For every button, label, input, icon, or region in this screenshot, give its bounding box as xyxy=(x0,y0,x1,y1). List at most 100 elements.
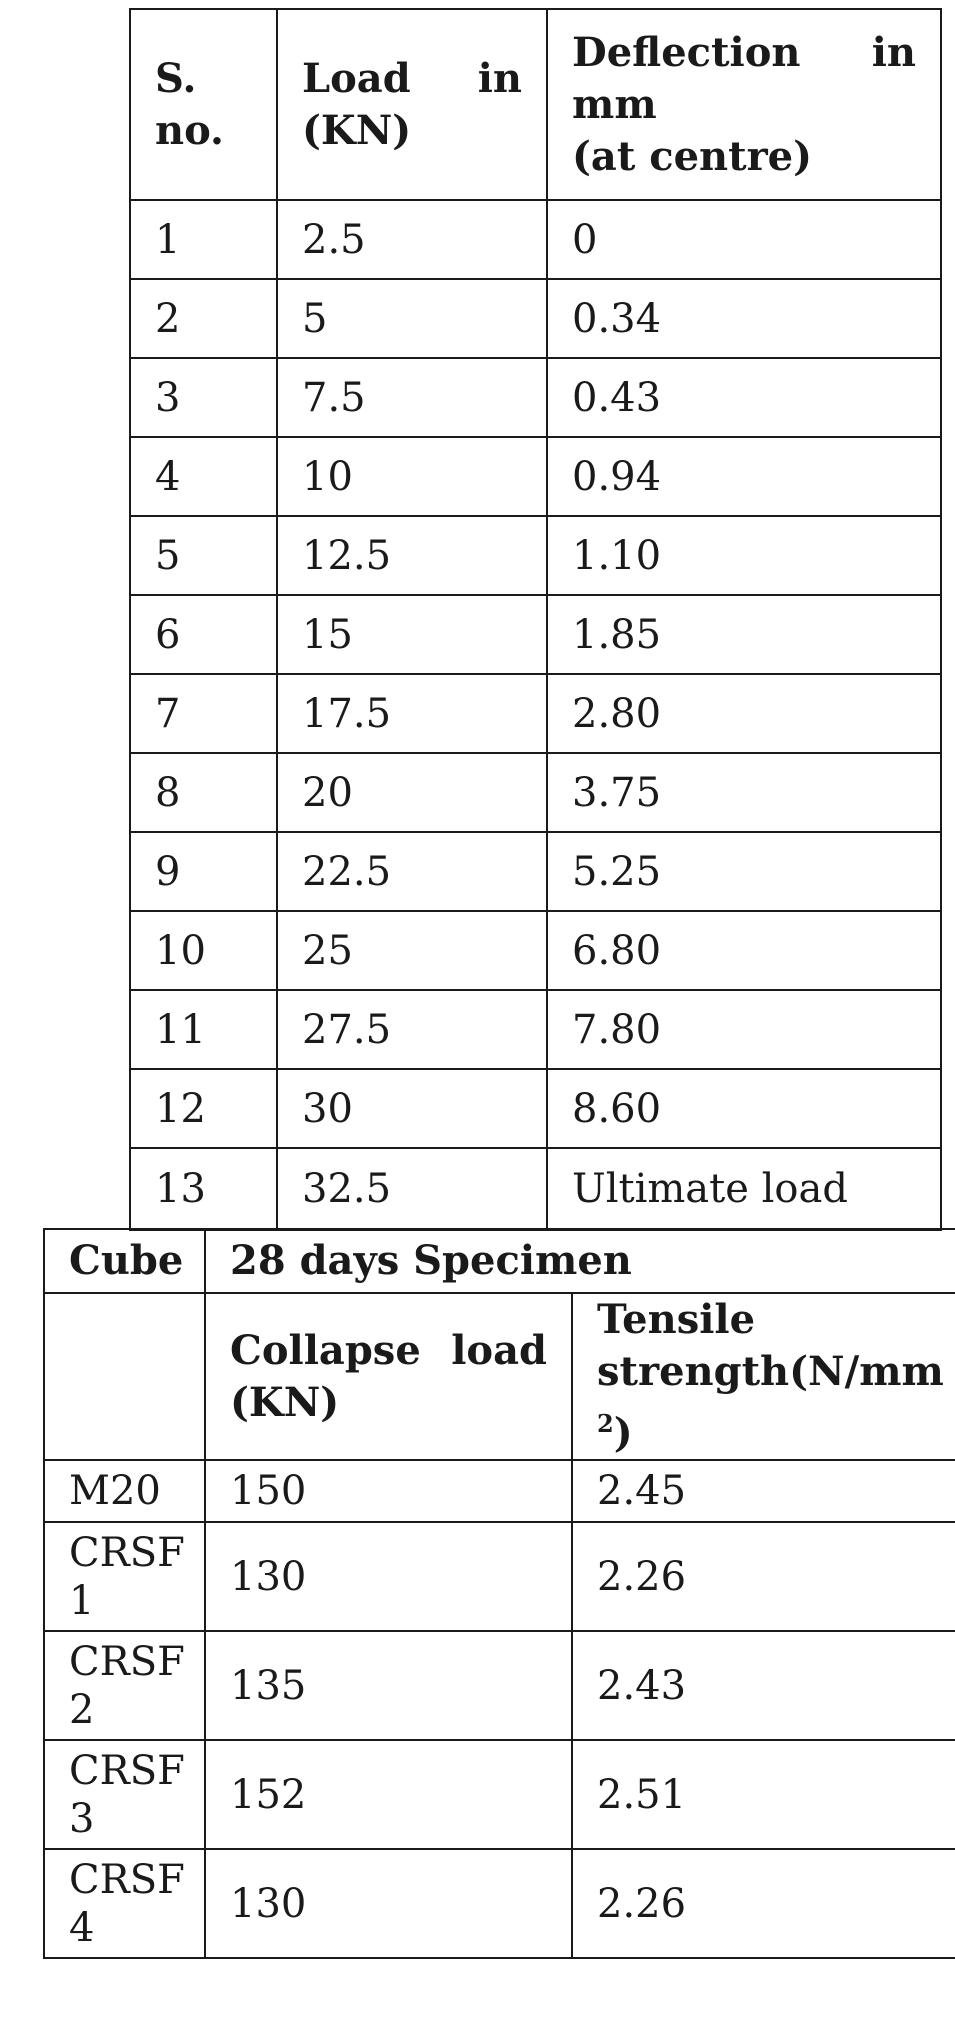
tensile-header-word2: strength(N/mm xyxy=(597,1348,944,1395)
deflection-header: Deflection in mm (at centre) xyxy=(546,8,942,201)
table-row: 6 15 1.85 xyxy=(129,594,942,675)
tensile-strength-header: Tensile strength(N/mm 2) xyxy=(571,1291,955,1462)
strength-table-subheader-row: Collapse load (KN) Tensile strength(N/mm… xyxy=(43,1291,955,1462)
load-cell: 2.5 xyxy=(276,199,548,280)
cube-cell: CRSF 4 xyxy=(43,1848,206,1960)
tensile-header-close: ) xyxy=(613,1409,633,1457)
cube-label: CRSF 3 xyxy=(69,1747,185,1842)
table-row: CRSF 1 130 2.26 xyxy=(43,1521,955,1633)
sno-cell: 13 xyxy=(129,1147,278,1231)
deflection-cell: 2.80 xyxy=(546,673,942,754)
table-row: M20 150 2.45 xyxy=(43,1459,955,1524)
collapse-header-unit: (KN) xyxy=(230,1378,340,1426)
table-row: 5 12.5 1.10 xyxy=(129,515,942,596)
load-cell: 32.5 xyxy=(276,1147,548,1231)
collapse-load-cell: 150 xyxy=(204,1459,573,1524)
cube-cell: CRSF 1 xyxy=(43,1521,206,1633)
deflection-cell: 0.43 xyxy=(546,357,942,438)
sno-cell: 10 xyxy=(129,910,278,991)
deflection-cell: 7.80 xyxy=(546,989,942,1070)
table-row: 4 10 0.94 xyxy=(129,436,942,517)
table-row: 7 17.5 2.80 xyxy=(129,673,942,754)
cube-cell: M20 xyxy=(43,1459,206,1524)
cube-cell: CRSF 2 xyxy=(43,1630,206,1742)
load-cell: 20 xyxy=(276,752,548,833)
load-cell: 17.5 xyxy=(276,673,548,754)
specimen-group-header: 28 days Specimen xyxy=(204,1228,955,1294)
table-row: CRSF 4 130 2.26 xyxy=(43,1848,955,1960)
sno-cell: 4 xyxy=(129,436,278,517)
sno-cell: 6 xyxy=(129,594,278,675)
load-header-unit: (KN) xyxy=(302,106,412,154)
load-cell: 10 xyxy=(276,436,548,517)
load-cell: 7.5 xyxy=(276,357,548,438)
cube-cell: CRSF 3 xyxy=(43,1739,206,1851)
table-row: 11 27.5 7.80 xyxy=(129,989,942,1070)
table-row: 1 2.5 0 xyxy=(129,199,942,280)
sno-cell: 2 xyxy=(129,278,278,359)
load-cell: 27.5 xyxy=(276,989,548,1070)
table-row: CRSF 2 135 2.43 xyxy=(43,1630,955,1742)
cube-label: CRSF 4 xyxy=(69,1856,185,1951)
deflection-cell: 3.75 xyxy=(546,752,942,833)
deflection-header-unit: mm xyxy=(572,80,657,128)
empty-header-cell xyxy=(43,1291,206,1462)
collapse-header-word1: Collapse xyxy=(230,1326,421,1374)
load-header-word1: Load xyxy=(302,54,411,102)
sno-cell: 11 xyxy=(129,989,278,1070)
tensile-header-superscript: 2 xyxy=(597,1409,614,1438)
load-cell: 15 xyxy=(276,594,548,675)
sno-cell: 3 xyxy=(129,357,278,438)
sno-header-line2: no. xyxy=(155,106,224,154)
table-row: 8 20 3.75 xyxy=(129,752,942,833)
cube-label: CRSF 1 xyxy=(69,1529,185,1624)
table-row: 9 22.5 5.25 xyxy=(129,831,942,912)
tensile-header-word1: Tensile xyxy=(597,1296,756,1343)
deflection-header-word1: Deflection xyxy=(572,28,801,76)
deflection-cell: 0.94 xyxy=(546,436,942,517)
deflection-cell: 1.85 xyxy=(546,594,942,675)
deflection-header-word2: in xyxy=(871,28,916,76)
table-row: CRSF 3 152 2.51 xyxy=(43,1739,955,1851)
cube-label: CRSF 2 xyxy=(69,1638,185,1733)
table-row: 2 5 0.34 xyxy=(129,278,942,359)
collapse-load-cell: 135 xyxy=(204,1630,573,1742)
tensile-strength-cell: 2.26 xyxy=(571,1848,955,1960)
load-header-word2: in xyxy=(477,54,522,102)
deflection-cell: Ultimate load xyxy=(546,1147,942,1231)
table-row: 3 7.5 0.43 xyxy=(129,357,942,438)
deflection-cell: 5.25 xyxy=(546,831,942,912)
deflection-cell: 6.80 xyxy=(546,910,942,991)
tensile-strength-cell: 2.45 xyxy=(571,1459,955,1524)
sno-cell: 8 xyxy=(129,752,278,833)
tensile-strength-cell: 2.43 xyxy=(571,1630,955,1742)
sno-header-line1: S. xyxy=(155,54,197,102)
collapse-header-word2: load xyxy=(451,1326,547,1374)
tensile-strength-cell: 2.26 xyxy=(571,1521,955,1633)
sno-header: S. no. xyxy=(129,8,278,201)
deflection-table: S. no. Load in (KN) Deflection in mm (at… xyxy=(129,8,942,1231)
sno-cell: 5 xyxy=(129,515,278,596)
cube-header: Cube xyxy=(43,1228,206,1294)
deflection-table-header-row: S. no. Load in (KN) Deflection in mm (at… xyxy=(129,8,942,201)
table-row: 10 25 6.80 xyxy=(129,910,942,991)
sno-cell: 1 xyxy=(129,199,278,280)
strength-table: Cube 28 days Specimen Collapse load (KN)… xyxy=(43,1228,955,1960)
collapse-load-header: Collapse load (KN) xyxy=(204,1291,573,1462)
load-cell: 25 xyxy=(276,910,548,991)
strength-table-group-row: Cube 28 days Specimen xyxy=(43,1228,955,1294)
deflection-cell: 1.10 xyxy=(546,515,942,596)
collapse-load-cell: 152 xyxy=(204,1739,573,1851)
collapse-load-cell: 130 xyxy=(204,1521,573,1633)
load-cell: 5 xyxy=(276,278,548,359)
load-cell: 30 xyxy=(276,1068,548,1149)
sno-cell: 12 xyxy=(129,1068,278,1149)
load-cell: 22.5 xyxy=(276,831,548,912)
cube-label: M20 xyxy=(69,1468,161,1515)
sno-cell: 7 xyxy=(129,673,278,754)
tensile-strength-cell: 2.51 xyxy=(571,1739,955,1851)
collapse-load-cell: 130 xyxy=(204,1848,573,1960)
deflection-header-note: (at centre) xyxy=(572,132,813,180)
deflection-table-body: 1 2.5 0 2 5 0.34 3 7.5 0.43 4 10 0.94 5 12.5 1.10 … xyxy=(129,199,942,1231)
table-row: 12 30 8.60 xyxy=(129,1068,942,1149)
